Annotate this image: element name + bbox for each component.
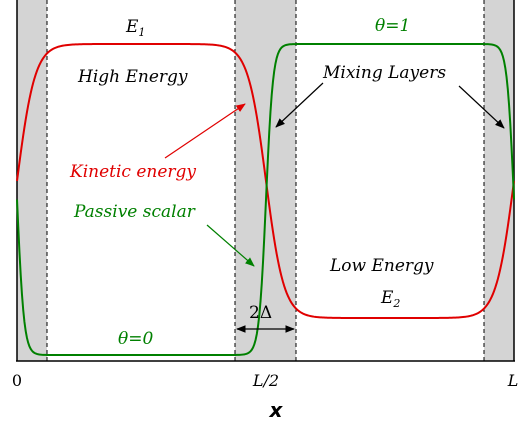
mixing-band-right [484,0,514,361]
theta-one-label: θ=1 [375,16,410,36]
x-axis-label: x [269,398,284,422]
passive-scalar-label: Passive scalar [73,202,196,222]
kinetic-energy-arrow [164,103,246,159]
mixing-band-left [17,0,47,361]
mixing-layers-label: Mixing Layers [322,63,446,83]
passive-scalar-arrow [206,224,255,267]
e1-label: E1 [125,17,145,39]
high-energy-label: High Energy [77,67,188,87]
delta-width-label: 2Δ [249,303,272,323]
kinetic-energy-curve [16,43,515,319]
x-tick-label-0: 0 [12,371,22,390]
low-energy-label: Low Energy [329,256,434,276]
e2-label: E2 [380,288,400,310]
mixing-layers-arrow-center [275,82,324,128]
x-tick-label-half: L/2 [252,371,279,390]
x-tick-label-l: L [507,371,518,390]
theta-zero-label: θ=0 [118,329,153,349]
kinetic-energy-label: Kinetic energy [69,162,196,182]
passive-scalar-curve [16,43,515,356]
mixing-layers-arrow-right [458,85,505,129]
